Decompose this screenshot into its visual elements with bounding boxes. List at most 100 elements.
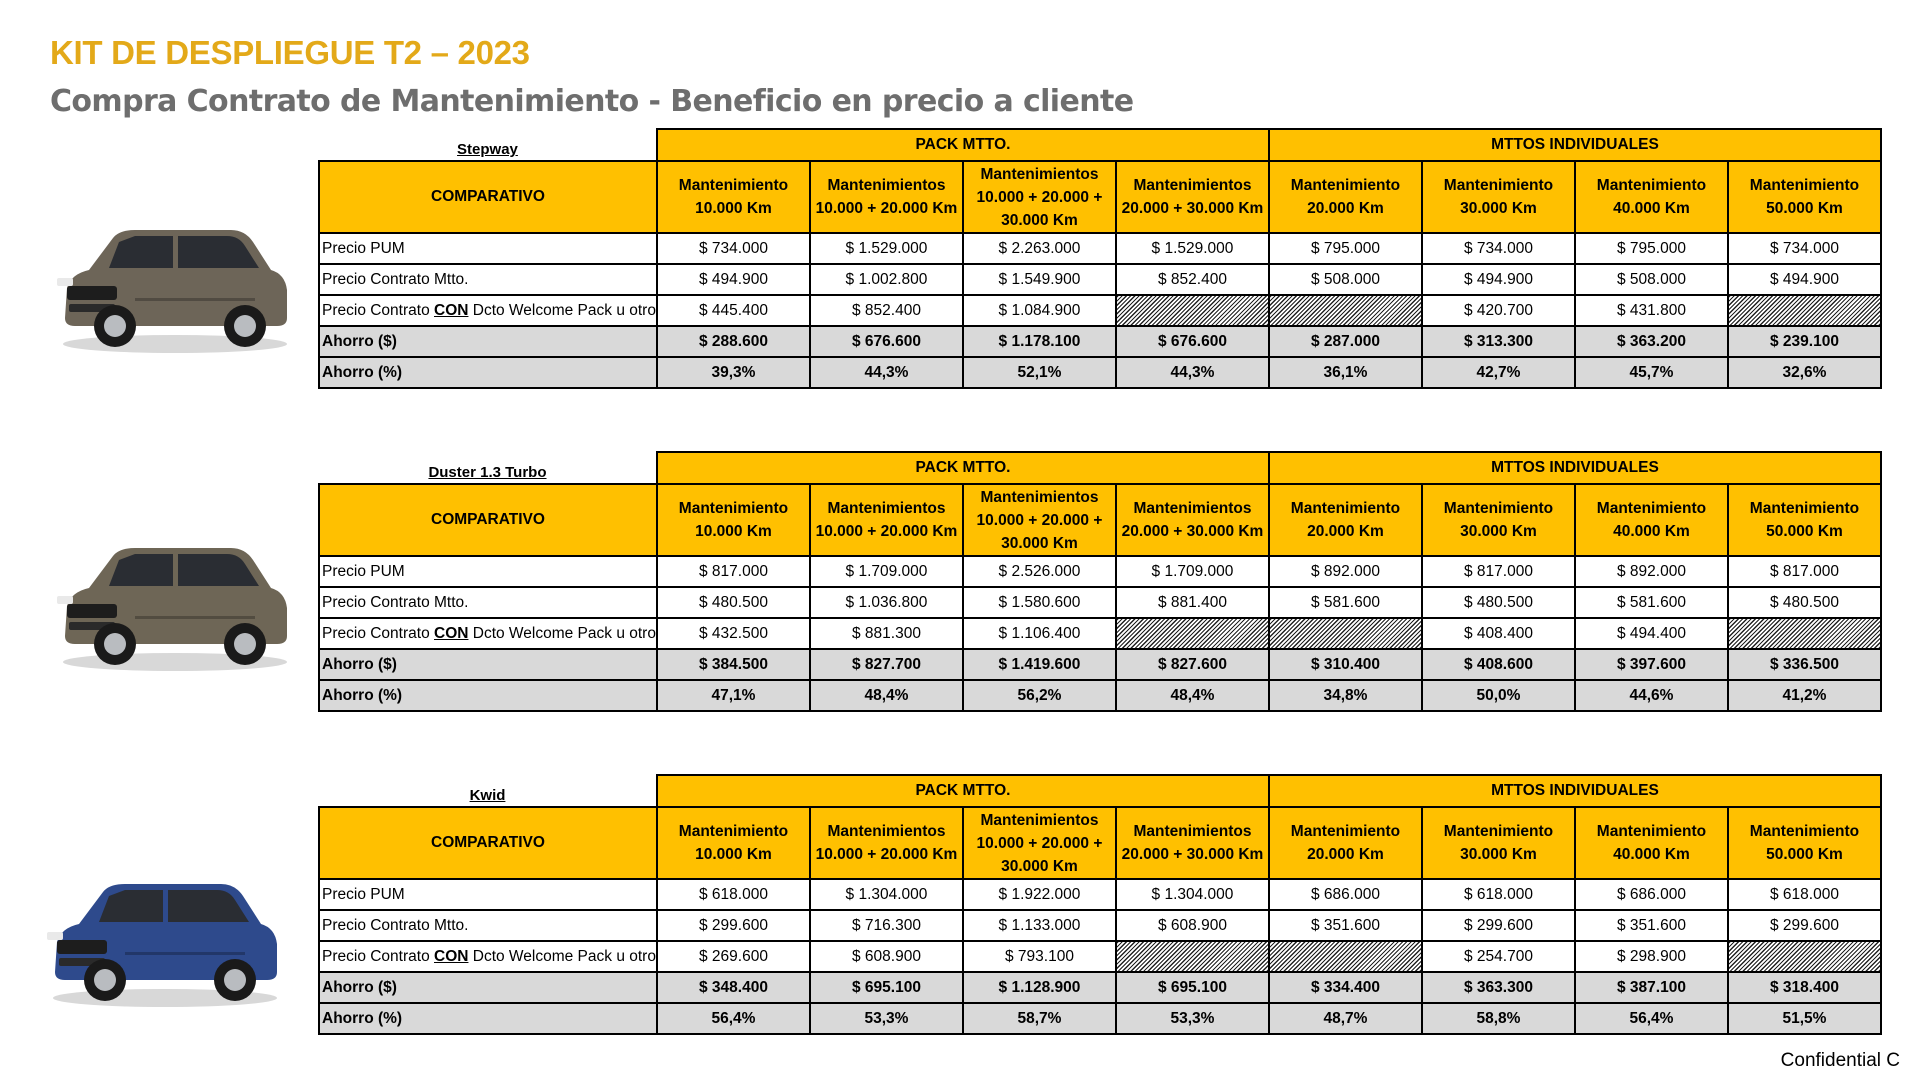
column-header: Mantenimientos 10.000 + 20.000 + 30.000 Km — [961, 483, 1117, 557]
column-header-line: Mantenimiento — [678, 177, 789, 194]
value-cell: $ 299.600 — [655, 909, 811, 942]
row-label-precio-pum: Precio PUM — [318, 878, 658, 911]
value-cell: 47,1% — [655, 679, 811, 712]
confidentiality-label: Confidential C — [1780, 1050, 1900, 1071]
value-cell: 44,6% — [1573, 679, 1729, 712]
value-cell: $ 827.700 — [808, 648, 964, 681]
value-cell: 42,7% — [1420, 356, 1576, 389]
column-header-line: Mantenimiento — [1596, 177, 1707, 194]
row-label-precio-contrato-con: Precio Contrato CON Dcto Welcome Pack u … — [318, 940, 658, 973]
column-header-line: Mantenimiento — [1443, 177, 1554, 194]
row-label-ahorro: Ahorro ($) — [318, 648, 658, 681]
value-cell: 58,8% — [1420, 1002, 1576, 1035]
value-cell: $ 852.400 — [1114, 263, 1270, 296]
value-cell: $ 892.000 — [1573, 555, 1729, 588]
value-cell: $ 676.600 — [808, 325, 964, 358]
column-header-line: 50.000 Km — [1766, 846, 1843, 863]
vehicle-block: Kwid PACK MTTO. MTTOS INDIVIDUALES COMPA… — [0, 774, 1920, 1044]
mttos-individuales-header: MTTOS INDIVIDUALES — [1267, 128, 1882, 162]
value-cell: $ 494.900 — [1726, 263, 1882, 296]
column-header-line: 20.000 + 30.000 Km — [1121, 846, 1264, 863]
column-header: Mantenimiento 20.000 Km — [1267, 160, 1423, 234]
value-cell: $ 351.600 — [1573, 909, 1729, 942]
value-cell: $ 1.709.000 — [808, 555, 964, 588]
row-label-con-word: CON — [434, 301, 469, 319]
value-cell: $ 1.304.000 — [1114, 878, 1270, 911]
row-label-ahorro-pct: Ahorro (%) — [318, 356, 658, 389]
value-cell: 44,3% — [1114, 356, 1270, 389]
column-header: Mantenimientos 10.000 + 20.000 Km — [808, 806, 964, 880]
row-label-precio-contrato: Precio Contrato Mtto. — [318, 586, 658, 619]
row-label-ahorro: Ahorro ($) — [318, 325, 658, 358]
model-name: Kwid — [319, 775, 657, 808]
value-cell: $ 827.600 — [1114, 648, 1270, 681]
vehicle-block: Duster 1.3 Turbo PACK MTTO. MTTOS INDIVI… — [0, 451, 1920, 721]
value-cell: 48,4% — [1114, 679, 1270, 712]
comparison-table: Stepway PACK MTTO. MTTOS INDIVIDUALES CO… — [318, 128, 1882, 389]
value-cell: $ 892.000 — [1267, 555, 1423, 588]
column-header-line: Mantenimientos — [1133, 823, 1252, 840]
column-header: Mantenimiento 30.000 Km — [1420, 160, 1576, 234]
column-header-line: Mantenimientos — [980, 165, 1099, 183]
value-cell: $ 1.084.900 — [961, 294, 1117, 327]
vehicle-block: Stepway PACK MTTO. MTTOS INDIVIDUALES CO… — [0, 128, 1920, 398]
value-cell: 53,3% — [1114, 1002, 1270, 1035]
value-cell: 51,5% — [1726, 1002, 1882, 1035]
column-header: Mantenimiento 20.000 Km — [1267, 806, 1423, 880]
value-cell: $ 1.036.800 — [808, 586, 964, 619]
value-cell: $ 387.100 — [1573, 971, 1729, 1004]
row-label-con-word: CON — [434, 624, 469, 642]
mttos-individuales-header: MTTOS INDIVIDUALES — [1267, 774, 1882, 808]
column-header: Mantenimientos 10.000 + 20.000 + 30.000 Km — [961, 160, 1117, 234]
value-cell: $ 480.500 — [1420, 586, 1576, 619]
value-cell: $ 1.529.000 — [808, 232, 964, 265]
value-cell: $ 480.500 — [1726, 586, 1882, 619]
value-cell: $ 494.400 — [1573, 617, 1729, 650]
column-header-line: 10.000 + 20.000 Km — [815, 200, 958, 217]
value-cell: $ 1.002.800 — [808, 263, 964, 296]
column-header-line: 10.000 + 20.000 + — [976, 511, 1103, 529]
column-header: Mantenimiento 50.000 Km — [1726, 483, 1882, 557]
value-cell: $ 508.000 — [1573, 263, 1729, 296]
column-header-line: Mantenimiento — [1290, 823, 1401, 840]
column-header: Mantenimiento 10.000 Km — [655, 806, 811, 880]
column-header-line: 50.000 Km — [1766, 523, 1843, 540]
value-cell: $ 318.400 — [1726, 971, 1882, 1004]
value-cell: $ 288.600 — [655, 325, 811, 358]
column-header-line: 30.000 Km — [1001, 534, 1078, 552]
value-cell: $ 1.106.400 — [961, 617, 1117, 650]
value-cell: 48,4% — [808, 679, 964, 712]
column-header-line: 10.000 + 20.000 + — [976, 188, 1103, 206]
column-header-line: Mantenimiento — [1749, 823, 1860, 840]
column-header-line: 10.000 + 20.000 + — [976, 834, 1103, 852]
column-header: Mantenimientos 20.000 + 30.000 Km — [1114, 160, 1270, 234]
column-header-line: 20.000 + 30.000 Km — [1121, 523, 1264, 540]
value-cell: $ 298.900 — [1573, 940, 1729, 973]
column-header: Mantenimiento 40.000 Km — [1573, 483, 1729, 557]
page-subtitle: Compra Contrato de Mantenimiento - Benef… — [50, 84, 1134, 119]
value-cell: $ 2.263.000 — [961, 232, 1117, 265]
column-header: Mantenimiento 50.000 Km — [1726, 806, 1882, 880]
value-cell: $ 676.600 — [1114, 325, 1270, 358]
hatched-na-cell — [1114, 617, 1270, 650]
row-label-ahorro-pct: Ahorro (%) — [318, 1002, 658, 1035]
column-header-line: 30.000 Km — [1460, 846, 1537, 863]
value-cell: 45,7% — [1573, 356, 1729, 389]
model-name: Duster 1.3 Turbo — [319, 452, 657, 485]
column-header-line: 40.000 Km — [1613, 846, 1690, 863]
value-cell: $ 363.300 — [1420, 971, 1576, 1004]
value-cell: 48,7% — [1267, 1002, 1423, 1035]
column-header-line: 30.000 Km — [1001, 857, 1078, 875]
row-label-precio-pum: Precio PUM — [318, 555, 658, 588]
value-cell: $ 618.000 — [1726, 878, 1882, 911]
column-header: Mantenimientos 20.000 + 30.000 Km — [1114, 806, 1270, 880]
column-header: Mantenimiento 10.000 Km — [655, 160, 811, 234]
row-label-precio-contrato-con: Precio Contrato CON Dcto Welcome Pack u … — [318, 617, 658, 650]
column-header: Mantenimiento 40.000 Km — [1573, 806, 1729, 880]
value-cell: $ 852.400 — [808, 294, 964, 327]
value-cell: $ 581.600 — [1573, 586, 1729, 619]
column-header-line: Mantenimientos — [827, 823, 946, 840]
value-cell: $ 254.700 — [1420, 940, 1576, 973]
pack-mtto-header: PACK MTTO. — [655, 451, 1270, 485]
column-header-line: Mantenimientos — [827, 177, 946, 194]
